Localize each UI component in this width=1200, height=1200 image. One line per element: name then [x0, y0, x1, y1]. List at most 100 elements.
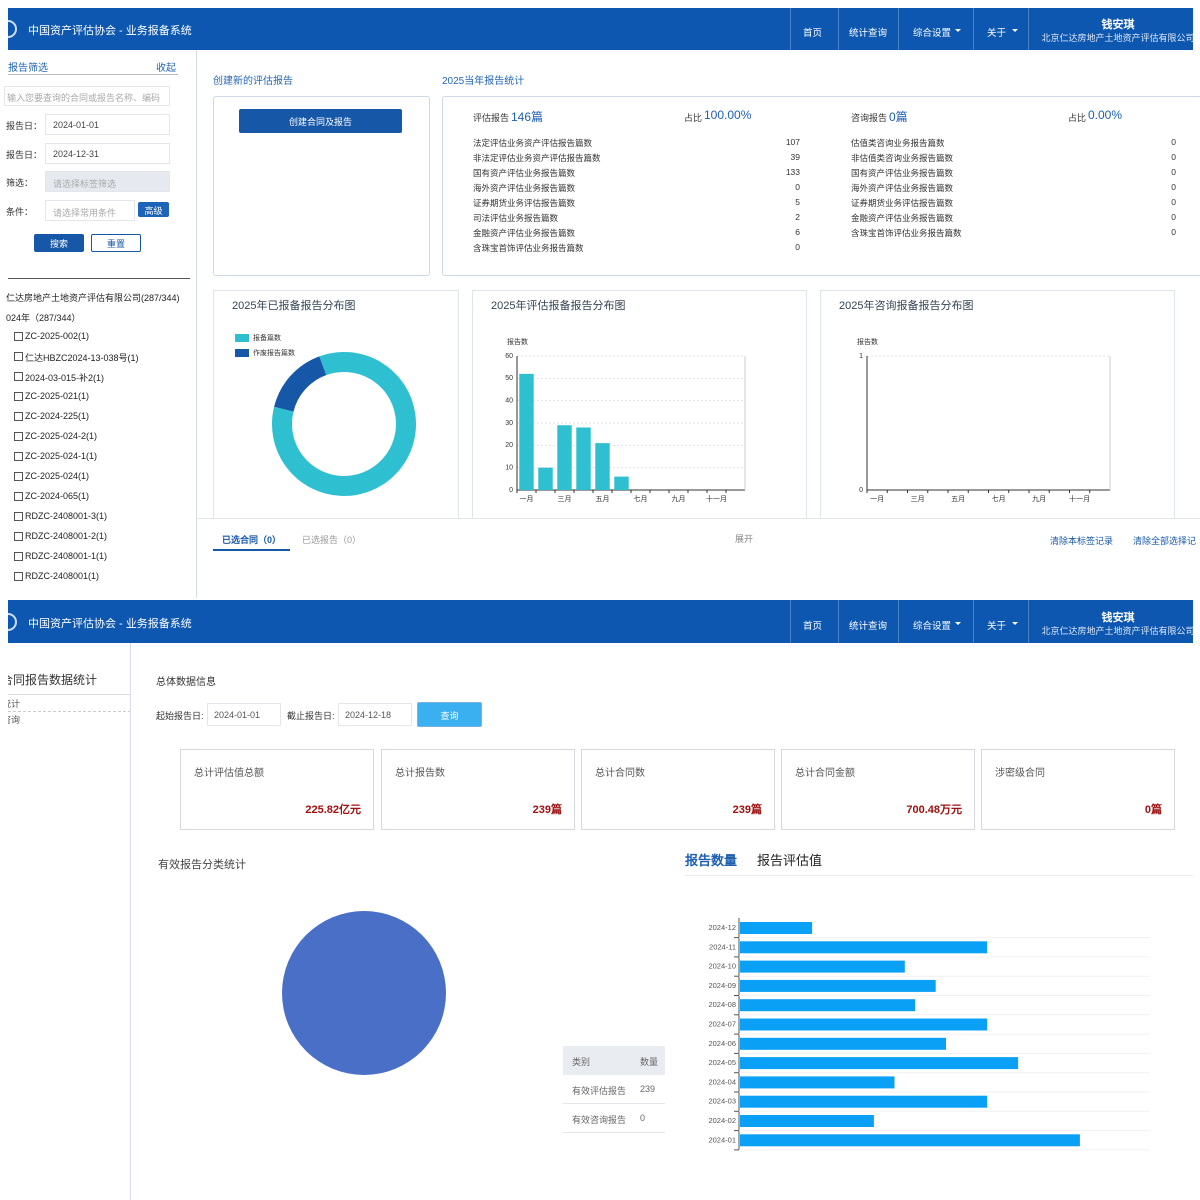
tree-item[interactable]: RDZC-2408001(1) [25, 571, 100, 581]
checkbox[interactable] [14, 452, 23, 461]
field-label: 筛选： [6, 178, 34, 188]
bar [740, 999, 916, 1012]
tree-item[interactable]: RDZC-2408001-1(1) [25, 551, 108, 561]
stat-item-name: 证券期货业务评估报告篇数 [473, 198, 576, 208]
nav-item[interactable]: 首页 [803, 28, 823, 39]
field-input[interactable]: 请选择常用条件 [45, 200, 135, 221]
field-label: 报告日： [6, 121, 43, 131]
tree-item[interactable]: ZC-2025-002(1) [25, 331, 90, 341]
search-button[interactable]: 搜索 [34, 234, 84, 252]
tab[interactable]: 已选报告（0） [302, 535, 362, 545]
nav-item[interactable]: 统计查询 [849, 620, 888, 632]
bar [740, 1115, 874, 1127]
user-name[interactable]: 钱安琪 [1101, 611, 1135, 624]
nav-item[interactable]: 首页 [803, 620, 823, 632]
chart-tab-active[interactable]: 报告数量 [685, 853, 738, 868]
nav-separator [898, 600, 899, 643]
y-axis-label: 报告数 [507, 337, 528, 346]
donut-segment [274, 356, 327, 413]
date-input[interactable]: 2024-01-01 [207, 703, 281, 726]
checkbox[interactable] [14, 552, 23, 561]
search-input[interactable]: 输入您要查询的合同或报告名称、编码 [4, 86, 170, 106]
tree-item[interactable]: ZC-2025-024(1) [25, 471, 90, 481]
stat-item-value: 5 [795, 197, 800, 207]
field-input[interactable]: 2024-12-31 [45, 143, 170, 164]
tab-active[interactable]: 已选合同（0） [222, 535, 282, 545]
checkbox[interactable] [14, 532, 23, 541]
checkbox[interactable] [14, 412, 23, 421]
logo [8, 612, 17, 631]
field-input[interactable]: 2024-01-01 [45, 114, 170, 135]
checkbox[interactable] [14, 492, 23, 501]
create-button[interactable]: 创建合同及报告 [239, 109, 402, 133]
y-tick-label: 0 [509, 487, 513, 494]
user-name[interactable]: 钱安琪 [1101, 19, 1135, 31]
tree-item[interactable]: RDZC-2408001-3(1) [25, 511, 108, 521]
card-label: 总计合同数 [595, 768, 645, 779]
field-value: 2024-01-01 [53, 120, 100, 130]
field-input[interactable]: 请选择标签筛选 [45, 171, 170, 192]
x-tick-label: 十一月 [706, 494, 727, 503]
checkbox[interactable] [14, 372, 23, 381]
date-value: 2024-12-18 [345, 710, 392, 720]
clear-all-link[interactable]: 清除全部选择记 [1133, 536, 1197, 546]
stat-item-name: 估值类咨询业务报告篇数 [851, 138, 945, 148]
tree-item[interactable]: 仁达HBZC2024-13-038号(1) [25, 353, 139, 363]
nav-item[interactable]: 统计查询 [849, 28, 888, 39]
share-value: 0.00% [1088, 108, 1123, 122]
tree-item[interactable]: 2024-03-015-补2(1) [25, 373, 105, 383]
checkbox[interactable] [14, 392, 23, 401]
menu-item[interactable]: 咨询 [8, 715, 21, 725]
y-tick-label: 2024-03 [708, 1097, 736, 1106]
checkbox[interactable] [14, 352, 23, 361]
nav-item[interactable]: 关于 [987, 28, 1007, 39]
bar [595, 443, 610, 490]
bar [557, 425, 572, 490]
advanced-button[interactable]: 高级 [138, 202, 169, 217]
y-tick-label: 20 [505, 442, 513, 449]
placeholder: 输入您要查询的合同或报告名称、编码 [7, 93, 161, 103]
dropdown-caret [955, 29, 961, 32]
tree-item[interactable]: ZC-2024-225(1) [25, 411, 90, 421]
y-tick-label: 2024-01 [708, 1135, 736, 1144]
tree-root[interactable]: 仁达房地产土地资产评估有限公司(287/344) [6, 293, 180, 303]
menu-item[interactable]: 统计 [8, 699, 21, 709]
y-tick-label: 2024-11 [709, 942, 736, 951]
checkbox[interactable] [14, 572, 23, 581]
stat-item-name: 金融资产评估业务报告篇数 [473, 228, 576, 238]
tree-item[interactable]: ZC-2025-021(1) [25, 391, 90, 401]
chart-tab[interactable]: 报告评估值 [757, 853, 823, 868]
checkbox[interactable] [14, 512, 23, 521]
tree-item[interactable]: ZC-2024-065(1) [25, 491, 90, 501]
clear-tab-link[interactable]: 清除本标签记录 [1050, 536, 1114, 546]
section-title: 2025当年报告统计 [442, 76, 525, 87]
nav-item[interactable]: 综合设置 [913, 620, 952, 632]
date-input[interactable]: 2024-12-18 [338, 703, 412, 726]
nav-separator [973, 8, 974, 50]
stat-item-name: 国有资产评估业务报告篇数 [473, 168, 576, 178]
bar [740, 1134, 1080, 1147]
reset-button[interactable]: 重置 [91, 234, 141, 252]
dropdown-caret [955, 621, 961, 625]
tree-item[interactable]: ZC-2025-024-1(1) [25, 451, 98, 461]
collapse-link[interactable]: 收起 [156, 63, 176, 74]
stat-item-name: 海外资产评估业务报告篇数 [851, 183, 954, 193]
chart-panel [472, 290, 807, 520]
tree-item[interactable]: RDZC-2408001-2(1) [25, 531, 108, 541]
query-button[interactable]: 查询 [417, 702, 482, 727]
checkbox[interactable] [14, 472, 23, 481]
button-label: 高级 [144, 206, 163, 216]
tree-item[interactable]: ZC-2025-024-2(1) [25, 431, 98, 441]
nav-separator [790, 8, 791, 50]
divider [8, 694, 130, 695]
tree-year[interactable]: 024年（287/344） [6, 313, 81, 323]
nav-item[interactable]: 综合设置 [913, 28, 952, 39]
stat-item-value: 0 [1171, 212, 1176, 222]
y-tick-label: 40 [505, 398, 513, 405]
bar [740, 960, 905, 973]
table-cell: 239 [640, 1084, 656, 1094]
checkbox[interactable] [14, 432, 23, 441]
checkbox[interactable] [14, 332, 23, 341]
nav-item[interactable]: 关于 [987, 620, 1007, 632]
expand-link[interactable]: 展开 [735, 534, 754, 544]
